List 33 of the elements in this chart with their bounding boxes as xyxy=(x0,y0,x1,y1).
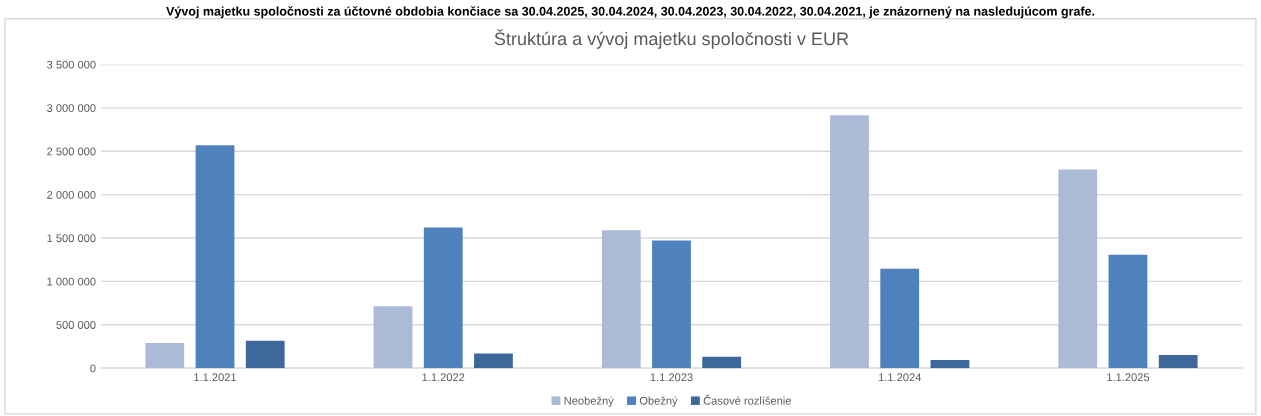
bar xyxy=(423,227,463,369)
y-tick-label: 1 500 000 xyxy=(47,234,96,243)
bar xyxy=(930,359,970,369)
bar xyxy=(1158,355,1198,369)
x-tick-label: 1.1.2025 xyxy=(1107,373,1150,382)
bar xyxy=(245,340,285,369)
chart-title: Štruktúra a vývoj majetku spoločnosti v EUR xyxy=(494,29,849,49)
y-tick-label: 3 500 000 xyxy=(47,60,96,69)
bar xyxy=(652,240,691,369)
bar xyxy=(474,353,513,369)
bar xyxy=(195,145,235,369)
y-tick-label: 500 000 xyxy=(56,321,96,329)
bar xyxy=(830,115,869,369)
bar xyxy=(601,230,641,369)
x-tick-label: 1.1.2024 xyxy=(878,373,922,382)
bar xyxy=(880,268,920,369)
y-tick-label: 3 000 000 xyxy=(47,104,96,112)
bar xyxy=(702,356,742,369)
y-tick-label: 2 000 000 xyxy=(47,190,96,199)
legend-label: Časové rozlíšenie xyxy=(703,394,791,405)
bar xyxy=(145,343,185,369)
y-tick-label: 2 500 000 xyxy=(47,147,96,156)
bar xyxy=(1108,254,1148,369)
bar xyxy=(1058,169,1098,369)
y-tick-label: 0 xyxy=(90,364,96,373)
x-tick-label: 1.1.2021 xyxy=(194,373,237,382)
legend-label: Obežný xyxy=(639,396,678,407)
x-tick-label: 1.1.2022 xyxy=(422,373,465,382)
y-tick-label: 1 000 000 xyxy=(47,277,96,286)
legend-label: Neobežný xyxy=(564,396,614,407)
text: Vývoj majetku spoločnosti za účtovné obdobia končiace sa 30.04.2025, 30.04.2024, 30.04.2023, 30.04.2022, 30.04.2021, je znázornený na nasledujúcom grafe. xyxy=(166,6,1095,19)
bar xyxy=(373,306,413,369)
x-tick-label: 1.1.2023 xyxy=(650,373,693,382)
